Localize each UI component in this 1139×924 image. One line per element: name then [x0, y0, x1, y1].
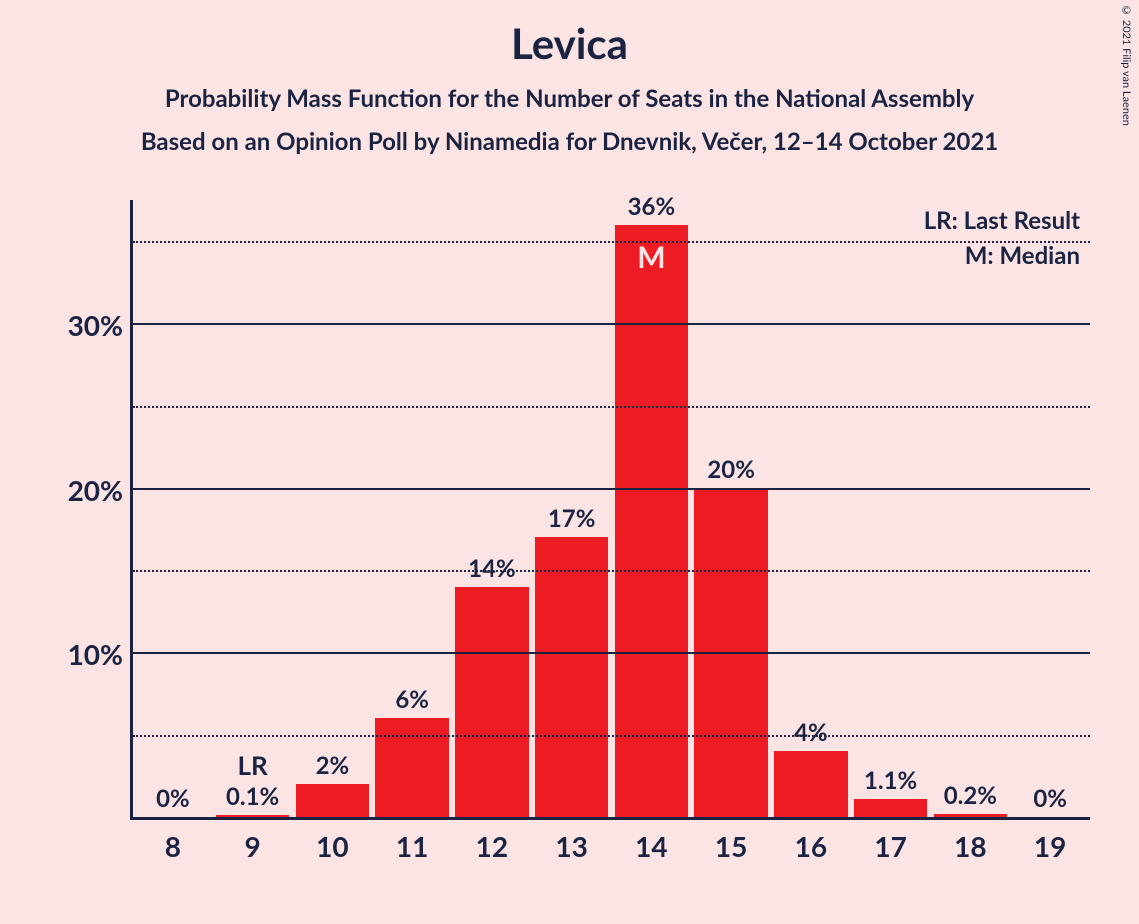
x-tick-label: 9 [213, 817, 293, 863]
x-tick-label: 11 [372, 817, 452, 863]
copyright-text: © 2021 Filip van Laenen [1120, 4, 1133, 126]
bar-value-label: 20% [694, 455, 767, 488]
x-tick-label: 8 [133, 817, 213, 863]
bar-cell: 36%M14 [612, 200, 692, 817]
gridline-minor [133, 241, 1090, 243]
bar: 4% [774, 751, 847, 817]
chart-subtitle-1: Probability Mass Function for the Number… [0, 84, 1139, 113]
bar-cell: 14%12 [452, 200, 532, 817]
bar-value-label: 0.2% [934, 781, 1007, 814]
bar-value-label: 0% [1013, 784, 1086, 817]
bar-cell: 0%19 [1010, 200, 1090, 817]
bar-value-label: 0% [136, 784, 209, 817]
bar: 17% [535, 537, 608, 817]
x-tick-label: 13 [532, 817, 612, 863]
chart-title: Levica [0, 0, 1139, 68]
gridline-minor [133, 735, 1090, 737]
x-tick-label: 18 [931, 817, 1011, 863]
bar-value-label: 17% [535, 504, 608, 537]
bar-cell: 0.1%LR9 [213, 200, 293, 817]
bar: 36%M [615, 225, 688, 817]
x-tick-label: 14 [612, 817, 692, 863]
x-tick-label: 16 [771, 817, 851, 863]
y-tick-label: 30% [68, 308, 133, 342]
bar: 1.1% [854, 799, 927, 817]
x-tick-label: 19 [1010, 817, 1090, 863]
bar-cell: 1.1%17 [851, 200, 931, 817]
x-tick-label: 10 [293, 817, 373, 863]
y-tick-label: 10% [68, 637, 133, 671]
bar-cell: 2%10 [293, 200, 373, 817]
chart-subtitle-2: Based on an Opinion Poll by Ninamedia fo… [0, 127, 1139, 156]
gridline-minor [133, 406, 1090, 408]
bars-container: 0%80.1%LR92%106%1114%1217%1336%M1420%154… [133, 200, 1090, 817]
gridline-minor [133, 570, 1090, 572]
plot-area: LR: Last Result M: Median 0%80.1%LR92%10… [130, 200, 1090, 820]
bar-cell: 17%13 [532, 200, 612, 817]
gridline-major: 20% [133, 488, 1090, 490]
bar: 2% [296, 784, 369, 817]
lr-label: LR [216, 749, 289, 815]
bar-cell: 4%16 [771, 200, 851, 817]
x-tick-label: 12 [452, 817, 532, 863]
y-tick-label: 20% [68, 473, 133, 507]
bar-cell: 20%15 [691, 200, 771, 817]
bar-cell: 0%8 [133, 200, 213, 817]
bar-cell: 6%11 [372, 200, 452, 817]
x-tick-label: 17 [851, 817, 931, 863]
chart-container: LR: Last Result M: Median 0%80.1%LR92%10… [60, 200, 1110, 880]
bar-cell: 0.2%18 [931, 200, 1011, 817]
bar: 14% [455, 587, 528, 817]
bar-value-label: 1.1% [854, 766, 927, 799]
bar-value-label: 6% [375, 685, 448, 718]
bar: 6% [375, 718, 448, 817]
x-tick-label: 15 [691, 817, 771, 863]
gridline-major: 10% [133, 652, 1090, 654]
bar-value-label: 36% [615, 192, 688, 225]
gridline-major: 30% [133, 323, 1090, 325]
bar-value-label: 2% [296, 751, 369, 784]
median-label: M [615, 239, 688, 275]
